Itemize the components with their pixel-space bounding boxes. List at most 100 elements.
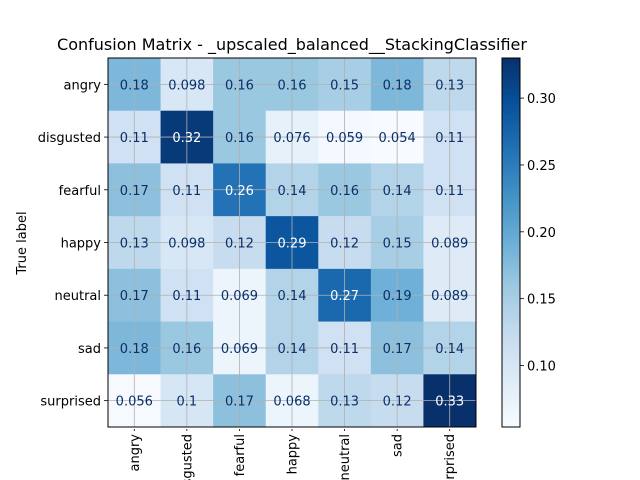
cell-value: 0.069 xyxy=(221,289,258,304)
heatmap-grid xyxy=(108,58,476,427)
colorbar-strip xyxy=(502,251,520,256)
x-tick-label: fearful xyxy=(233,434,248,476)
cell-value: 0.11 xyxy=(435,184,464,199)
colorbar-strip xyxy=(502,113,520,118)
colorbar-strip xyxy=(502,325,520,330)
cell-value: 0.14 xyxy=(278,184,307,199)
cell-value: 0.068 xyxy=(273,395,310,410)
y-tick-label: happy xyxy=(61,237,102,252)
colorbar-strip xyxy=(502,171,520,176)
cell-value: 0.059 xyxy=(326,131,363,146)
colorbar-strip xyxy=(502,420,520,425)
colorbar-strip xyxy=(502,116,520,121)
colorbar-strip xyxy=(502,153,520,157)
colorbar-strip xyxy=(502,300,520,305)
y-tick-label: fearful xyxy=(59,184,101,199)
cell-annotations: 0.18 0.098 0.16 0.16 0.15 0.18 0.13 0.11 0.32 0.1… xyxy=(116,78,469,409)
cell-value: 0.14 xyxy=(435,342,464,357)
cell-value: 0.18 xyxy=(383,78,412,93)
cell-value: 0.18 xyxy=(120,342,149,357)
colorbar-strip xyxy=(502,319,520,324)
colorbar-strip xyxy=(502,405,520,410)
colorbar-frame xyxy=(501,57,521,428)
colorbar-strip xyxy=(502,362,520,367)
colorbar-strip xyxy=(502,208,520,213)
colorbar-strip xyxy=(502,417,520,422)
cell-value: 0.054 xyxy=(379,131,416,146)
x-tick-labels: angry disgusted fearful happy neutral sad surp… xyxy=(128,429,458,480)
colorbar-strip xyxy=(502,220,520,225)
colorbar-strip xyxy=(502,82,520,87)
cell-value: 0.19 xyxy=(383,289,412,304)
x-tick-label: happy xyxy=(286,434,301,475)
colorbar-strip xyxy=(502,230,520,234)
colorbar-strip xyxy=(502,328,520,333)
x-tick-label: disgusted xyxy=(180,434,195,480)
colorbar-strip xyxy=(502,294,520,299)
colorbar-strip xyxy=(502,181,520,185)
colorbar-tick-label: 0.25 xyxy=(527,159,556,174)
colorbar-strip xyxy=(502,334,520,339)
cell-value: 0.13 xyxy=(120,237,149,252)
colorbar-strip xyxy=(502,270,520,274)
colorbar-strip xyxy=(502,101,520,105)
colorbar-strip xyxy=(502,61,520,65)
colorbar-strip xyxy=(502,73,520,78)
colorbar-strip xyxy=(502,196,520,201)
cell-value: 0.069 xyxy=(221,342,258,357)
colorbar-strip xyxy=(502,168,520,173)
colorbar-strip xyxy=(502,64,520,68)
colorbar-strip xyxy=(502,242,520,247)
cell-value: 0.16 xyxy=(225,78,254,93)
colorbar-strip xyxy=(502,340,520,345)
colorbar-strip xyxy=(502,156,520,161)
x-tick-label: neutral xyxy=(338,434,353,480)
colorbar-strip xyxy=(502,205,520,210)
colorbar-strip xyxy=(502,383,520,388)
cell-value: 0.1 xyxy=(177,395,198,410)
colorbar-tick-label: 0.15 xyxy=(527,293,556,308)
colorbar-strip xyxy=(502,162,520,167)
cell-value: 0.33 xyxy=(435,395,464,410)
cell-value: 0.16 xyxy=(172,342,201,357)
colorbar-strip xyxy=(502,174,520,179)
colorbar-strip xyxy=(502,187,520,191)
colorbar-strip xyxy=(502,79,520,84)
colorbar-strip xyxy=(502,380,520,385)
cell-value: 0.14 xyxy=(278,289,307,304)
cell-value: 0.29 xyxy=(278,237,307,252)
colorbar-strip xyxy=(502,199,520,204)
cell-value: 0.15 xyxy=(383,237,412,252)
x-tick-label: angry xyxy=(128,434,143,472)
colorbar-strip xyxy=(502,257,520,262)
cell-value: 0.098 xyxy=(168,78,205,93)
cell-value: 0.076 xyxy=(273,131,310,146)
cell-value: 0.14 xyxy=(383,184,412,199)
colorbar-strip xyxy=(502,70,520,74)
colorbar-strip xyxy=(502,94,520,99)
cell-value: 0.12 xyxy=(330,237,359,252)
colorbar-strip xyxy=(502,150,520,154)
colorbar-strip xyxy=(502,347,520,351)
colorbar-strip xyxy=(502,217,520,222)
colorbar-strip xyxy=(502,393,520,397)
cell-value: 0.15 xyxy=(330,78,359,93)
colorbar-strip xyxy=(502,76,520,81)
x-tick-label: sad xyxy=(391,434,406,457)
colorbar-strip xyxy=(502,122,520,127)
colorbar-strip xyxy=(502,343,520,348)
colorbar-strip xyxy=(502,337,520,342)
cell-value: 0.14 xyxy=(278,342,307,357)
colorbar-strip xyxy=(502,260,520,265)
colorbar-strip xyxy=(502,202,520,207)
colorbar-strip xyxy=(502,408,520,413)
cell-value: 0.17 xyxy=(383,342,412,357)
colorbar-strip xyxy=(502,288,520,293)
colorbar-strip xyxy=(502,224,520,228)
colorbar-strip xyxy=(502,85,520,90)
colorbar-strip xyxy=(502,67,520,71)
colorbar-strip xyxy=(502,310,520,314)
colorbar-strip xyxy=(502,184,520,188)
colorbar-strip xyxy=(502,387,520,391)
colorbar-tick-label: 0.20 xyxy=(527,226,556,241)
